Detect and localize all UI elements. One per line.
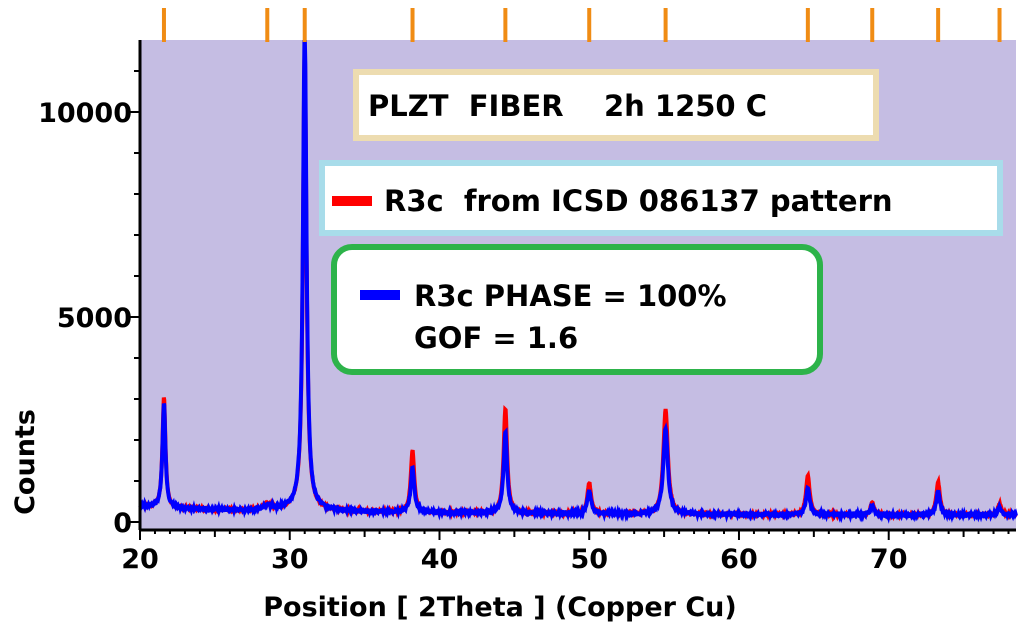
series-layer [138,40,1018,524]
y-tick-label: 5000 [57,303,132,334]
gof-annotation: GOF = 1.6 [414,321,578,355]
x-tick-label: 30 [271,544,309,575]
title-box: PLZT FIBER 2h 1250 C [353,69,879,141]
legend-calculated: R3c from ICSD 086137 pattern [319,160,1003,236]
title-box-frame [353,69,879,141]
observed-pattern-line [138,40,1018,524]
y-tick-label: 0 [113,508,132,539]
x-tick-label: 70 [870,544,908,575]
legend-observed-frame [331,244,823,375]
legend-observed: R3c PHASE = 100% GOF = 1.6 [331,244,823,375]
y-axis-title: Counts [10,409,41,515]
x-tick-label: 60 [720,544,758,575]
legend-observed-label: R3c PHASE = 100% [414,279,727,313]
x-tick-label: 50 [570,544,608,575]
x-tick-label: 40 [421,544,459,575]
title-box-text: PLZT FIBER 2h 1250 C [368,89,767,123]
y-axis: 0 5000 10000 [38,70,140,539]
legend-calculated-label: R3c from ICSD 086137 pattern [384,184,893,218]
legend-calculated-swatch [332,196,372,206]
reference-markers [161,8,1002,42]
x-axis: 20 30 40 50 60 70 [121,530,1010,575]
legend-calculated-frame [319,160,1003,236]
x-axis-title: Position [ 2Theta ] (Copper Cu) [263,592,737,623]
x-tick-label: 20 [121,544,159,575]
plot-border [138,40,1016,532]
legend-observed-swatch [360,290,400,300]
y-tick-label: 10000 [38,98,132,129]
